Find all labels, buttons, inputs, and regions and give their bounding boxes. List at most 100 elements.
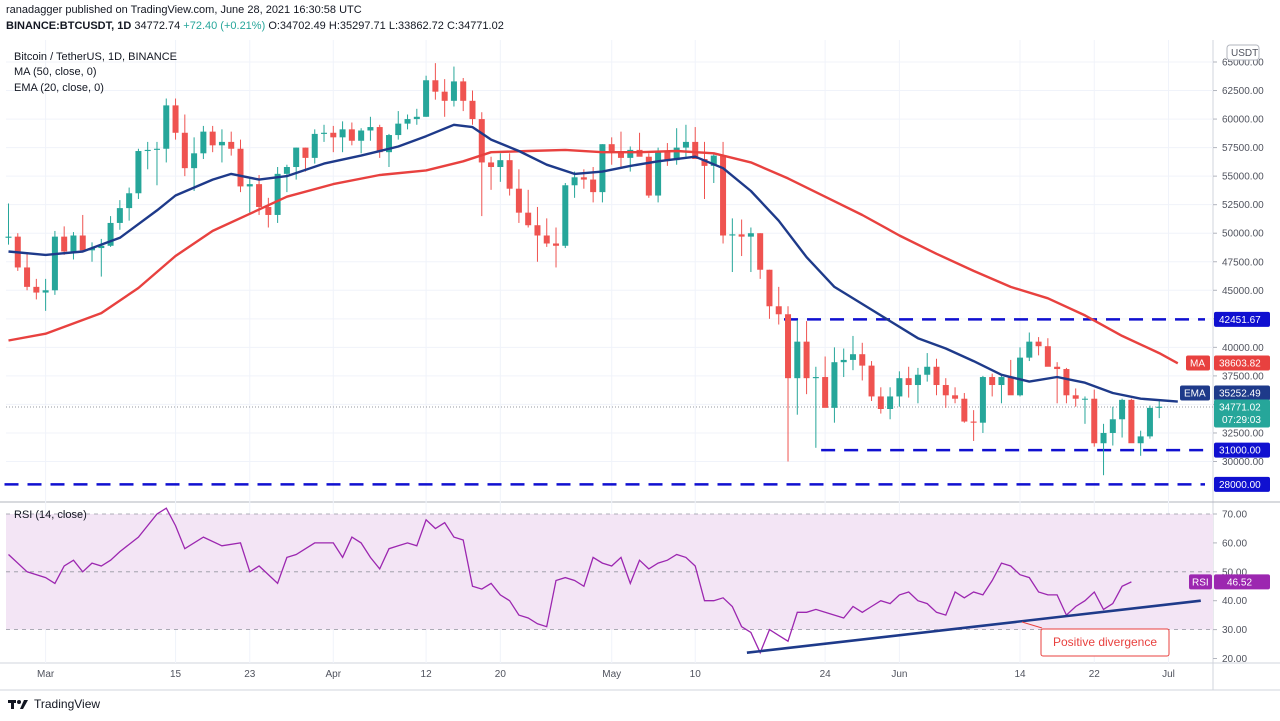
candle-body xyxy=(107,222,114,246)
candle xyxy=(469,90,476,125)
candle xyxy=(710,154,717,183)
candle xyxy=(998,375,1005,404)
annotation-box[interactable]: Positive divergence xyxy=(1021,621,1170,657)
candle-body xyxy=(785,314,792,379)
candle xyxy=(274,167,281,223)
candle xyxy=(348,122,355,146)
candle xyxy=(1054,362,1061,404)
candle xyxy=(701,141,708,199)
symbol[interactable]: BINANCE:BTCUSDT, 1D xyxy=(6,20,132,32)
candle-body xyxy=(766,269,773,307)
candle xyxy=(747,227,754,273)
candle-body xyxy=(553,243,560,246)
candle-body xyxy=(274,173,281,215)
legend-title: Bitcoin / TetherUS, 1D, BINANCE xyxy=(14,51,177,63)
annotation-text: Positive divergence xyxy=(1053,635,1157,649)
candle-body xyxy=(330,132,337,138)
candle-body xyxy=(302,147,309,158)
currency-badge[interactable]: USDT xyxy=(1226,44,1260,61)
candle xyxy=(655,147,662,203)
candle-body xyxy=(1072,395,1079,399)
x-tick-label: 20 xyxy=(495,669,507,680)
candle xyxy=(831,347,838,423)
symbol-line: BINANCE:BTCUSDT, 1D 34772.74 +72.40 (+0.… xyxy=(6,20,504,32)
candle xyxy=(385,133,392,168)
candle xyxy=(1063,367,1070,404)
candle xyxy=(738,219,745,257)
candle-body xyxy=(488,162,495,168)
candle xyxy=(720,141,727,244)
candle-body xyxy=(905,378,912,386)
rsi-y-tick-label: 30.00 xyxy=(1222,625,1247,636)
candle xyxy=(1035,337,1042,356)
candle-body xyxy=(989,377,996,386)
candle xyxy=(525,189,532,228)
candle xyxy=(1156,401,1163,419)
ma-badge: MA 38603.82 xyxy=(1186,355,1270,371)
candle-body xyxy=(608,144,615,152)
x-tick-label: Apr xyxy=(326,669,342,680)
horizontal-levels[interactable] xyxy=(4,318,1214,486)
y-tick-label: 45000.00 xyxy=(1222,286,1264,297)
candle xyxy=(553,227,560,268)
rsi-band xyxy=(6,513,1213,630)
candle-body xyxy=(682,141,689,148)
candle xyxy=(24,252,31,291)
candle-body xyxy=(692,141,699,160)
candle xyxy=(181,114,188,177)
candle-body xyxy=(571,177,578,186)
candle-body xyxy=(543,235,550,244)
candle-body xyxy=(460,81,467,101)
candle xyxy=(33,278,40,300)
candle-body xyxy=(747,233,754,237)
candle-body xyxy=(738,234,745,237)
candle xyxy=(1109,406,1116,446)
candle-body xyxy=(534,225,541,236)
candle xyxy=(441,79,448,117)
candle-body xyxy=(1137,436,1144,444)
badge-tag-bg xyxy=(1186,355,1210,371)
candle-body xyxy=(1063,369,1070,396)
candle-body xyxy=(5,236,12,238)
candle-body xyxy=(432,80,439,92)
y-tick-label: 30000.00 xyxy=(1222,457,1264,468)
candle xyxy=(840,348,847,378)
y-tick-label: 32500.00 xyxy=(1222,428,1264,439)
grid xyxy=(0,40,1280,691)
candle xyxy=(515,169,522,223)
badge-value: 34771.02 xyxy=(1219,403,1261,414)
y-tick-label: 47500.00 xyxy=(1222,257,1264,268)
price-axis[interactable]: 65000.00 62500.00 60000.00 57500.00 55000.00… xyxy=(1180,58,1270,666)
candle xyxy=(432,63,439,100)
candle-body xyxy=(450,81,457,101)
candle-body xyxy=(599,144,606,193)
candle xyxy=(775,286,782,325)
candle xyxy=(1017,347,1024,397)
candle-body xyxy=(729,234,736,236)
candle xyxy=(376,124,383,158)
level-badge-bg xyxy=(1214,442,1270,458)
candle xyxy=(617,131,624,168)
candle-body xyxy=(209,131,216,146)
tradingview-logo[interactable]: TradingView xyxy=(8,697,100,711)
candle xyxy=(692,127,699,160)
candle-body xyxy=(580,177,587,180)
candle xyxy=(293,147,300,180)
candle-body xyxy=(942,385,949,396)
candle xyxy=(645,153,652,198)
brand-text: TradingView xyxy=(34,697,101,711)
candle-body xyxy=(469,100,476,120)
candle xyxy=(423,75,430,117)
candle xyxy=(413,108,420,125)
candle-body xyxy=(404,119,411,124)
time-axis[interactable]: Mar 15 23 Apr 12 20 May 10 24 Jun 14 22 Jul xyxy=(37,669,1175,680)
y-tick-label: 65000.00 xyxy=(1222,58,1264,69)
y-tick-label: 50000.00 xyxy=(1222,229,1264,240)
candle xyxy=(849,335,856,371)
candle-body xyxy=(655,151,662,196)
candle xyxy=(970,410,977,441)
badge-tag: MA xyxy=(1190,359,1205,370)
candle-body xyxy=(265,206,272,215)
candle-body xyxy=(664,151,671,161)
